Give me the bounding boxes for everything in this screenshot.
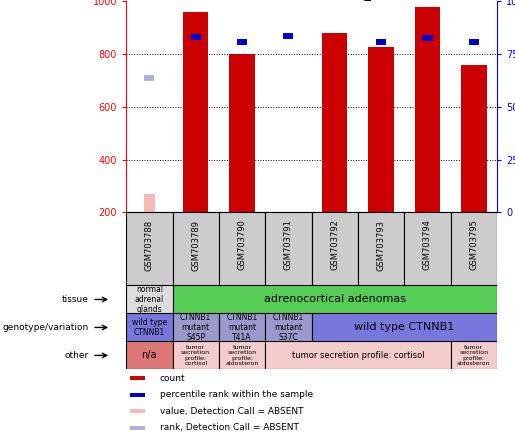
Text: rank, Detection Call = ABSENT: rank, Detection Call = ABSENT	[160, 423, 298, 432]
Text: CTNNB1
mutant
S45P: CTNNB1 mutant S45P	[180, 313, 211, 341]
Bar	[469, 40, 479, 45]
Text: GSM703793: GSM703793	[376, 220, 386, 270]
Bar	[451, 341, 497, 369]
Bar	[126, 313, 173, 341]
Text: CTNNB1
mutant
S37C: CTNNB1 mutant S37C	[273, 313, 304, 341]
Text: GSM703790: GSM703790	[237, 220, 247, 270]
Bar	[219, 313, 265, 341]
Text: GSM703792: GSM703792	[330, 220, 339, 270]
Bar	[312, 313, 497, 341]
Bar	[130, 409, 145, 413]
Bar	[173, 313, 219, 341]
Bar	[322, 33, 348, 212]
Bar	[130, 392, 145, 397]
Bar	[404, 212, 451, 285]
Text: wild type
CTNNB1: wild type CTNNB1	[132, 318, 167, 337]
Bar	[191, 34, 201, 40]
Bar	[144, 75, 154, 81]
Bar	[265, 341, 451, 369]
Text: GSM703789: GSM703789	[191, 220, 200, 270]
Text: GSM703788: GSM703788	[145, 220, 154, 271]
Text: GSM703794: GSM703794	[423, 220, 432, 270]
Text: normal
adrenal
glands: normal adrenal glands	[135, 285, 164, 313]
Bar	[358, 212, 404, 285]
Text: wild type CTNNB1: wild type CTNNB1	[354, 322, 454, 333]
Text: tumor
secretion
profile:
cortisol: tumor secretion profile: cortisol	[181, 345, 210, 366]
Text: tumor
secretion
profile:
aldosteron: tumor secretion profile: aldosteron	[457, 345, 491, 366]
Bar	[173, 341, 219, 369]
Bar	[126, 212, 173, 285]
Text: value, Detection Call = ABSENT: value, Detection Call = ABSENT	[160, 407, 303, 416]
Bar	[415, 7, 440, 212]
Text: tumor secretion profile: cortisol: tumor secretion profile: cortisol	[291, 351, 424, 360]
Bar	[144, 194, 155, 212]
Bar	[126, 341, 173, 369]
Text: CTNNB1
mutant
T41A: CTNNB1 mutant T41A	[227, 313, 258, 341]
Bar	[376, 40, 386, 45]
Bar	[219, 341, 265, 369]
Text: tumor
secretion
profile:
aldosteron: tumor secretion profile: aldosteron	[225, 345, 259, 366]
Bar	[173, 285, 497, 313]
Bar	[265, 313, 312, 341]
Text: adrenocortical adenomas: adrenocortical adenomas	[264, 294, 406, 305]
Bar	[130, 425, 145, 430]
Bar	[219, 212, 265, 285]
Bar	[229, 54, 255, 212]
Bar	[126, 285, 173, 313]
Text: n/a: n/a	[142, 350, 157, 361]
Bar	[283, 33, 294, 39]
Text: GSM703795: GSM703795	[469, 220, 478, 270]
Text: percentile rank within the sample: percentile rank within the sample	[160, 390, 313, 399]
Bar	[265, 212, 312, 285]
Text: GSM703791: GSM703791	[284, 220, 293, 270]
Text: genotype/variation: genotype/variation	[2, 323, 89, 332]
Bar	[312, 212, 358, 285]
Bar	[237, 40, 247, 45]
Text: tissue: tissue	[61, 295, 89, 304]
Bar	[422, 35, 433, 40]
Bar	[451, 212, 497, 285]
Text: count: count	[160, 374, 185, 383]
Bar	[461, 65, 487, 212]
Bar	[368, 48, 394, 212]
Text: other: other	[64, 351, 89, 360]
Bar	[130, 377, 145, 381]
Bar	[183, 12, 209, 212]
Bar	[173, 212, 219, 285]
